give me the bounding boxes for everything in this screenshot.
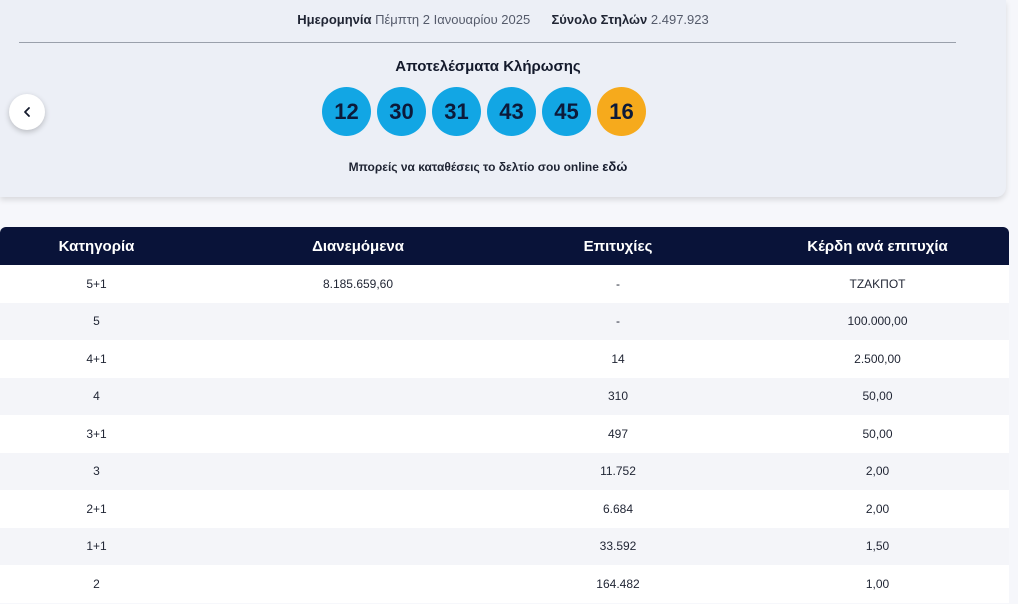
table-row: 3 11.752 2,00 xyxy=(0,452,1009,490)
previous-draw-button[interactable] xyxy=(9,94,45,130)
cell-prize: 2,00 xyxy=(865,501,890,516)
cell-prize: ΤΖΑΚΠΟΤ xyxy=(849,276,906,291)
columns-value: 2.497.923 xyxy=(650,12,709,27)
cell-category: 3+1 xyxy=(86,426,107,441)
online-link[interactable]: εδώ xyxy=(602,159,628,174)
cell-winners: 497 xyxy=(607,426,629,441)
cell-winners: 164.482 xyxy=(596,576,640,591)
header-category: Κατηγορία xyxy=(58,237,135,255)
cell-category: 1+1 xyxy=(86,539,107,554)
table-header: Κατηγορία Διανεμόμενα Επιτυχίες Κέρδη αν… xyxy=(0,227,1009,265)
cell-category: 2 xyxy=(93,576,100,591)
table-row: 2+1 6.684 2,00 xyxy=(0,490,1009,528)
table-row: 2 164.482 1,00 xyxy=(0,565,1009,603)
cell-category: 4 xyxy=(93,389,100,404)
columns-label: Σύνολο Στηλών xyxy=(551,12,648,27)
cell-winners: 6.684 xyxy=(602,501,634,516)
cell-winners: - xyxy=(616,314,620,329)
cell-distributed: 8.185.659,60 xyxy=(322,276,394,291)
table-body: 5+1 8.185.659,60 - ΤΖΑΚΠΟΤ 5 - 100.000,0… xyxy=(0,265,1009,603)
table-row: 4+1 14 2.500,00 xyxy=(0,340,1009,378)
cell-prize: 2.500,00 xyxy=(854,351,901,366)
cell-winners: 33.592 xyxy=(599,539,637,554)
cell-category: 2+1 xyxy=(86,501,107,516)
cell-winners: - xyxy=(616,276,620,291)
date-value: Πέμπτη 2 Ιανουαρίου 2025 xyxy=(375,12,531,27)
cell-category: 3 xyxy=(93,464,100,479)
joker-ball: 16 xyxy=(597,87,646,136)
cell-winners: 310 xyxy=(607,389,629,404)
draw-meta: Ημερομηνία Πέμπτη 2 Ιανουαρίου 2025 Σύνο… xyxy=(0,12,1006,27)
cell-prize: 50,00 xyxy=(862,389,893,404)
cell-category: 4+1 xyxy=(86,351,107,366)
cell-winners: 14 xyxy=(611,351,625,366)
online-submit-line: Μπορείς να καταθέσεις το δελτίο σου onli… xyxy=(0,159,976,174)
number-ball: 12 xyxy=(322,87,371,136)
cell-category: 5 xyxy=(93,314,100,329)
results-title: Αποτελέσματα Κλήρωσης xyxy=(395,58,581,75)
cell-prize: 2,00 xyxy=(865,464,890,479)
cell-prize: 50,00 xyxy=(862,426,893,441)
draw-results-card: Ημερομηνία Πέμπτη 2 Ιανουαρίου 2025 Σύνο… xyxy=(0,0,1006,197)
date-label: Ημερομηνία xyxy=(297,12,372,27)
online-text: Μπορείς να καταθέσεις το δελτίο σου onli… xyxy=(348,160,599,174)
header-winners: Επιτυχίες xyxy=(583,237,653,255)
table-row: 5 - 100.000,00 xyxy=(0,302,1009,340)
divider xyxy=(19,42,956,43)
number-ball: 30 xyxy=(377,87,426,136)
cell-prize: 1,50 xyxy=(865,539,890,554)
number-ball: 43 xyxy=(487,87,536,136)
header-distributed: Διανεμόμενα xyxy=(312,237,404,255)
cell-prize: 1,00 xyxy=(865,576,890,591)
table-row: 1+1 33.592 1,50 xyxy=(0,527,1009,565)
table-row: 5+1 8.185.659,60 - ΤΖΑΚΠΟΤ xyxy=(0,265,1009,303)
cell-prize: 100.000,00 xyxy=(847,314,908,329)
prize-table: Κατηγορία Διανεμόμενα Επιτυχίες Κέρδη αν… xyxy=(0,227,1009,603)
number-ball: 31 xyxy=(432,87,481,136)
table-row: 4 310 50,00 xyxy=(0,377,1009,415)
header-prize: Κέρδη ανά επιτυχία xyxy=(807,237,948,255)
chevron-left-icon xyxy=(24,107,30,117)
winning-numbers: 12 30 31 43 45 16 xyxy=(322,87,646,136)
number-ball: 45 xyxy=(542,87,591,136)
table-row: 3+1 497 50,00 xyxy=(0,415,1009,453)
cell-winners: 11.752 xyxy=(600,464,636,479)
cell-category: 5+1 xyxy=(86,276,107,291)
